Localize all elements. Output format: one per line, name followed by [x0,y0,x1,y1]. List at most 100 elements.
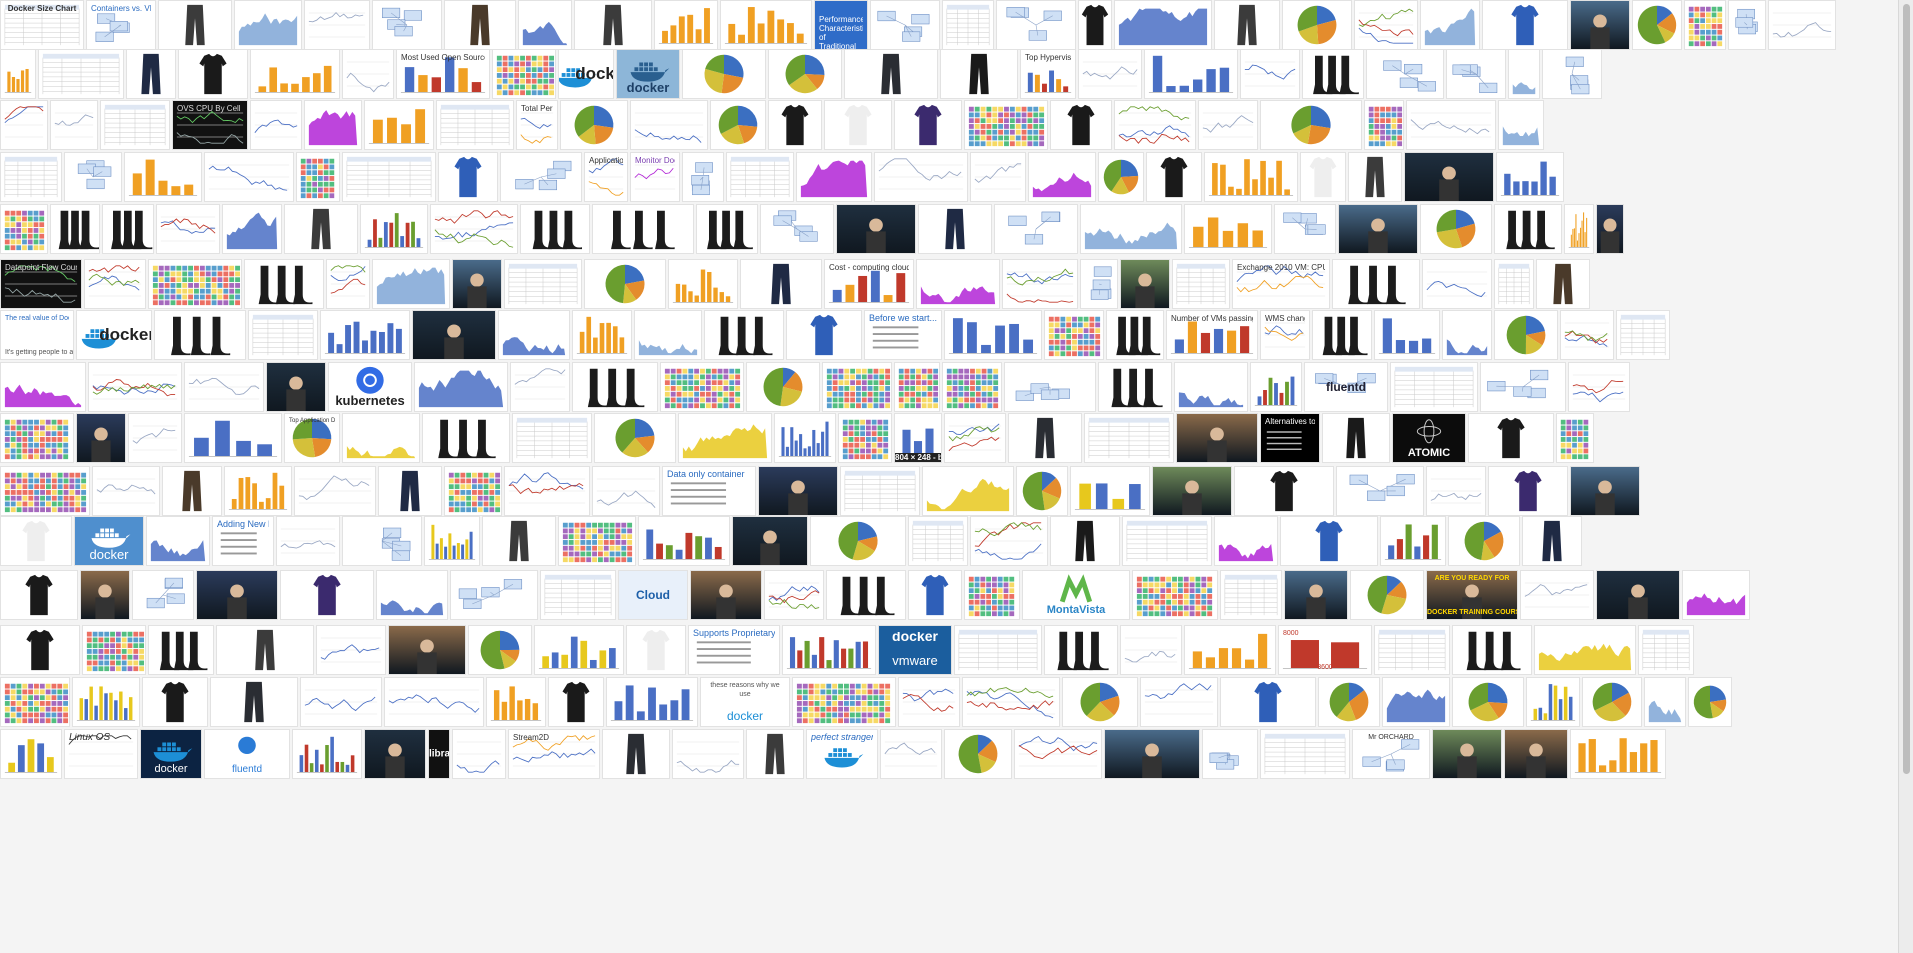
image-thumbnail[interactable] [1596,204,1624,254]
scrollbar-thumb[interactable] [1903,4,1910,774]
image-thumbnail[interactable] [764,570,824,620]
image-thumbnail[interactable] [1152,466,1232,516]
image-thumbnail[interactable] [704,310,784,360]
image-thumbnail[interactable] [1122,516,1212,566]
image-thumbnail[interactable] [796,152,872,202]
image-thumbnail[interactable] [1332,259,1420,309]
image-thumbnail[interactable] [196,570,278,620]
image-thumbnail[interactable] [1728,0,1766,50]
image-thumbnail[interactable] [148,625,214,675]
image-thumbnail[interactable] [1452,677,1524,727]
image-thumbnail[interactable] [452,729,506,779]
image-thumbnail[interactable] [64,152,122,202]
image-thumbnail[interactable] [720,0,812,50]
image-thumbnail[interactable] [50,204,100,254]
image-thumbnail[interactable] [826,570,906,620]
image-thumbnail[interactable] [292,729,362,779]
image-thumbnail[interactable] [1234,466,1334,516]
image-thumbnail[interactable] [204,152,294,202]
image-thumbnail[interactable] [154,310,246,360]
image-thumbnail[interactable] [510,362,570,412]
image-thumbnail[interactable] [1488,466,1568,516]
image-thumbnail[interactable] [100,100,170,150]
image-thumbnail[interactable] [184,413,282,463]
image-thumbnail[interactable] [342,152,436,202]
image-thumbnail[interactable] [1432,729,1502,779]
image-thumbnail[interactable] [1198,100,1258,150]
image-thumbnail[interactable] [300,677,382,727]
image-thumbnail[interactable]: Data only container [662,466,756,516]
image-thumbnail[interactable] [1282,0,1352,50]
image-thumbnail[interactable] [572,310,632,360]
image-thumbnail[interactable] [740,259,822,309]
image-thumbnail[interactable]: Alternatives to Tupperware [1260,413,1320,463]
image-thumbnail[interactable] [1446,49,1506,99]
image-thumbnail[interactable]: WMS change with Leather load [1260,310,1310,360]
image-thumbnail[interactable] [668,259,738,309]
image-thumbnail[interactable]: libra [428,729,450,779]
image-thumbnail[interactable] [424,516,480,566]
image-thumbnail[interactable] [1204,152,1298,202]
image-thumbnail[interactable] [0,625,80,675]
image-thumbnail[interactable] [1616,310,1670,360]
image-thumbnail[interactable] [1044,310,1104,360]
image-thumbnail[interactable] [1184,204,1272,254]
image-thumbnail[interactable] [1632,0,1682,50]
image-thumbnail[interactable] [1374,310,1440,360]
image-thumbnail[interactable]: Most Used Open Source Cloud Project [396,49,490,99]
image-thumbnail[interactable] [0,49,36,99]
image-thumbnail[interactable] [146,516,210,566]
image-thumbnail[interactable] [1214,516,1278,566]
image-thumbnail[interactable] [1114,0,1212,50]
image-thumbnail[interactable] [492,49,556,99]
image-thumbnail[interactable] [210,677,298,727]
image-thumbnail[interactable] [1768,0,1836,50]
image-thumbnail[interactable] [248,310,318,360]
image-thumbnail[interactable] [316,625,386,675]
image-thumbnail[interactable]: docker vmware [878,625,952,675]
image-thumbnail[interactable] [80,570,130,620]
image-thumbnail[interactable]: Monitor Docker with Datadog [630,152,680,202]
image-thumbnail[interactable]: Linux OS [64,729,138,779]
image-thumbnail[interactable] [342,413,420,463]
image-thumbnail[interactable] [1420,204,1492,254]
image-thumbnail[interactable] [1002,259,1078,309]
image-thumbnail[interactable] [758,466,838,516]
image-thumbnail[interactable] [1350,570,1424,620]
image-thumbnail[interactable] [1684,0,1726,50]
image-thumbnail[interactable] [540,570,616,620]
image-thumbnail[interactable] [1318,677,1380,727]
image-thumbnail[interactable] [1260,729,1350,779]
image-thumbnail[interactable] [1482,0,1568,50]
image-thumbnail[interactable] [1390,362,1478,412]
image-thumbnail[interactable]: fluentd [1304,362,1388,412]
image-thumbnail[interactable] [1570,0,1630,50]
image-thumbnail[interactable] [942,0,994,50]
image-thumbnail[interactable] [1406,100,1496,150]
image-thumbnail[interactable] [1536,259,1590,309]
image-thumbnail[interactable] [1120,625,1182,675]
image-thumbnail[interactable] [158,0,232,50]
image-thumbnail[interactable] [908,570,962,620]
image-thumbnail[interactable] [1050,100,1112,150]
image-thumbnail[interactable] [1028,152,1096,202]
image-thumbnail[interactable]: Top Application Delivery Controller Vend… [284,413,340,463]
image-thumbnail[interactable] [1280,516,1378,566]
image-thumbnail[interactable] [266,362,326,412]
image-thumbnail[interactable] [1556,413,1594,463]
image-thumbnail[interactable] [1404,152,1494,202]
image-thumbnail[interactable] [304,100,362,150]
image-thumbnail[interactable] [1374,625,1450,675]
image-thumbnail[interactable] [1494,259,1534,309]
image-thumbnail[interactable] [1596,570,1680,620]
image-thumbnail[interactable] [1570,466,1640,516]
image-thumbnail[interactable] [1014,729,1102,779]
image-thumbnail[interactable] [1016,466,1068,516]
image-thumbnail[interactable] [486,677,546,727]
image-thumbnail[interactable] [1240,49,1300,99]
image-thumbnail[interactable] [1172,259,1230,309]
image-thumbnail[interactable] [250,49,340,99]
image-thumbnail[interactable] [682,152,724,202]
image-thumbnail[interactable] [342,49,394,99]
image-thumbnail[interactable]: 804 × 248 - bing.flux7.com [894,413,942,463]
